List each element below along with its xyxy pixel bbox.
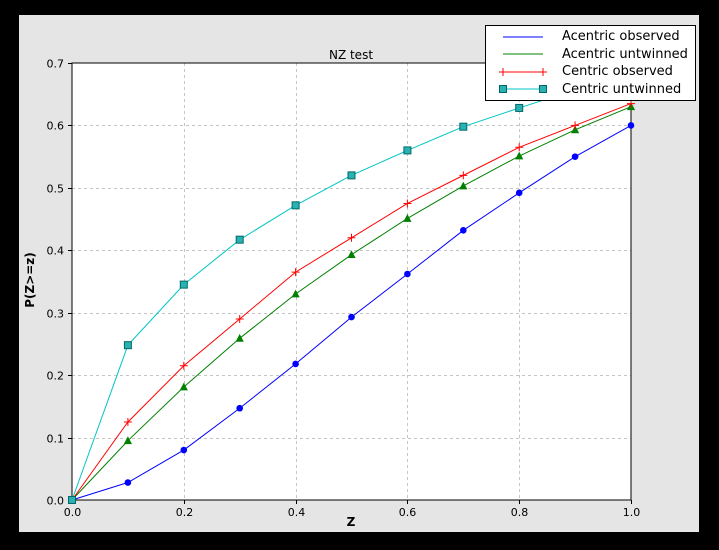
marker-centric-observed	[123, 417, 132, 426]
marker-acentric-untwinned	[179, 382, 188, 391]
y-axis-label: P(Z>=z)	[23, 252, 37, 308]
chart-title: NZ test	[328, 48, 374, 62]
legend-item-centric-observed: Centric observed	[493, 63, 688, 80]
legend-item-acentric-observed: Acentric observed	[493, 28, 688, 45]
marker-centric-untwinned	[235, 235, 244, 244]
legend-item-acentric-untwinned: Acentric untwinned	[493, 46, 688, 63]
marker-acentric-untwinned	[515, 151, 524, 160]
marker-acentric-untwinned	[291, 289, 300, 298]
marker-acentric-observed	[236, 404, 243, 412]
marker-acentric-observed	[515, 189, 523, 197]
marker-acentric-observed	[571, 153, 579, 160]
y-tick-label: 0.6	[47, 120, 65, 133]
marker-acentric-observed	[404, 270, 411, 278]
marker-acentric-untwinned	[123, 436, 132, 445]
marker-centric-untwinned	[123, 341, 132, 350]
legend-sample-centric-observed	[499, 67, 547, 76]
x-tick-label: 0.6	[399, 506, 417, 519]
legend-sample-acentric-observed	[503, 36, 543, 38]
legend-label: Acentric untwinned	[562, 46, 688, 62]
legend-marker-centric-untwinned	[499, 85, 507, 94]
x-axis-label: Z	[346, 515, 356, 529]
y-tick-label: 0.4	[47, 245, 65, 258]
marker-acentric-untwinned	[403, 214, 412, 222]
x-tick-label: 1.0	[623, 506, 641, 519]
marker-centric-untwinned	[459, 122, 468, 131]
marker-centric-observed	[571, 121, 580, 130]
marker-centric-observed	[403, 199, 412, 208]
y-tick-label: 0.7	[47, 58, 65, 71]
y-tick-label: 0.1	[47, 433, 65, 446]
legend: Acentric observed Acentric untwinned Centr…	[485, 25, 696, 101]
legend-label: Centric observed	[562, 64, 673, 80]
legend-label: Centric untwinned	[562, 81, 682, 97]
marker-centric-untwinned	[515, 103, 524, 112]
legend-marker-centric-untwinned	[539, 85, 547, 94]
marker-centric-observed	[347, 233, 356, 242]
axes-spines	[71, 62, 632, 501]
plot-background	[72, 63, 631, 500]
marker-acentric-untwinned	[235, 333, 244, 342]
x-tick-label: 0.4	[288, 506, 306, 519]
marker-acentric-observed	[180, 446, 188, 454]
legend-marker-centric-observed	[539, 67, 547, 76]
marker-centric-untwinned	[68, 496, 76, 504]
y-tick-label: 0.2	[47, 370, 65, 383]
legend-sample-centric-untwinned	[499, 85, 547, 94]
figure-canvas: 0.0 0.2 0.4 0.6 0.8 1.0 0.0 0.1 0.2 0.3 0.4 0.5 0.6 0…	[19, 15, 699, 532]
x-tick-label: 0.0	[64, 506, 82, 519]
marker-centric-untwinned	[291, 201, 300, 210]
marker-centric-untwinned	[179, 280, 188, 289]
series-centric-untwinned	[68, 69, 635, 504]
x-tick-label: 0.8	[511, 506, 529, 519]
tick-labels: 0.0 0.2 0.4 0.6 0.8 1.0 0.0 0.1 0.2 0.3 0.4 0.5 0.6 0…	[47, 58, 641, 520]
legend-sample-acentric-untwinned	[503, 53, 543, 55]
legend-item-centric-untwinned: Centric untwinned	[493, 81, 688, 98]
marker-centric-untwinned	[403, 146, 412, 155]
marker-centric-observed	[235, 314, 244, 323]
legend-label: Acentric observed	[562, 29, 680, 45]
marker-centric-untwinned	[347, 171, 356, 180]
marker-acentric-untwinned	[459, 181, 468, 190]
marker-acentric-observed	[460, 227, 467, 234]
x-tick-label: 0.2	[176, 506, 194, 519]
marker-acentric-observed	[348, 313, 355, 321]
marker-centric-observed	[179, 361, 188, 370]
marker-centric-observed	[459, 171, 468, 180]
legend-marker-centric-observed	[499, 67, 507, 76]
marker-acentric-observed	[627, 122, 635, 129]
marker-acentric-observed	[124, 479, 132, 486]
marker-acentric-observed	[292, 360, 299, 368]
plot-area: 0.0 0.2 0.4 0.6 0.8 1.0 0.0 0.1 0.2 0.3 0.4 0.5 0.6 0…	[47, 58, 641, 520]
marker-centric-observed	[515, 143, 524, 152]
y-tick-label: 0.0	[47, 495, 65, 508]
marker-centric-observed	[291, 268, 300, 277]
y-tick-label: 0.5	[47, 183, 65, 196]
marker-acentric-untwinned	[347, 250, 356, 259]
y-tick-label: 0.3	[47, 308, 65, 321]
